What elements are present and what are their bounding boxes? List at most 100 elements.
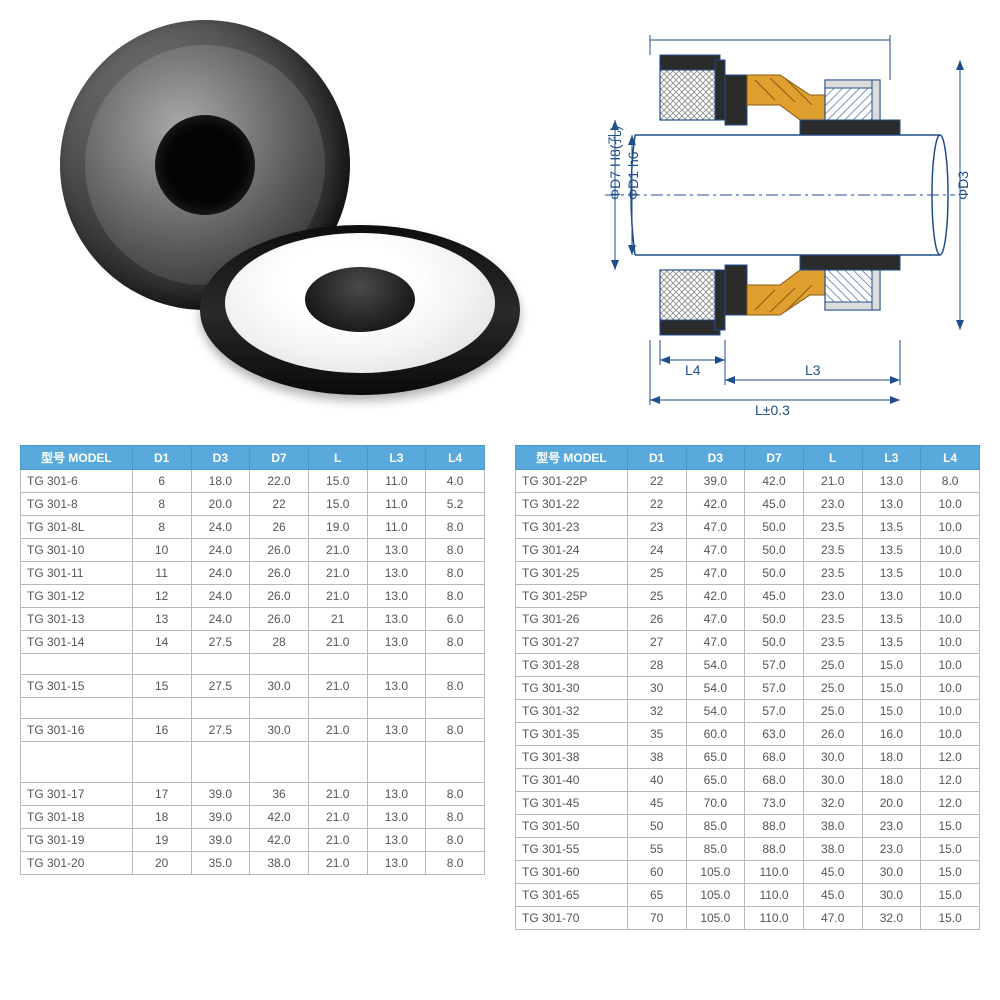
col-header: D7 [745,446,804,470]
data-cell: 15.0 [862,700,921,723]
technical-diagram: ΦD7 H8(孔) ΦD1 h6 ΦD3 L4 [510,10,980,430]
data-cell: 19.0 [308,516,367,539]
data-cell: 23.5 [803,516,862,539]
model-cell: TG 301-55 [516,838,628,861]
gap-cell [426,654,485,675]
gap-cell [21,762,133,783]
data-cell: 8.0 [921,470,980,493]
data-cell: 110.0 [745,907,804,930]
table-row: TG 301-6565105.0110.045.030.015.0 [516,884,980,907]
model-cell: TG 301-14 [21,631,133,654]
data-cell: 30.0 [803,746,862,769]
data-cell: 6 [132,470,191,493]
data-cell: 39.0 [191,829,250,852]
data-cell: 50.0 [745,539,804,562]
data-cell: 27.5 [191,719,250,742]
gap-cell [367,762,426,783]
data-cell: 4.0 [426,470,485,493]
data-cell: 38.0 [803,815,862,838]
data-cell: 26.0 [250,562,309,585]
data-cell: 8.0 [426,852,485,875]
data-cell: 8.0 [426,631,485,654]
data-cell: 54.0 [686,700,745,723]
table-row: TG 301-404065.068.030.018.012.0 [516,769,980,792]
gap-cell [191,698,250,719]
data-cell: 11.0 [367,516,426,539]
data-cell: 57.0 [745,654,804,677]
data-cell: 21.0 [308,852,367,875]
data-cell: 24.0 [191,539,250,562]
spec-table-left: 型号 MODELD1D3D7LL3L4 TG 301-6618.022.015.… [20,445,485,875]
data-cell: 13.0 [367,608,426,631]
data-cell: 23.5 [803,539,862,562]
data-cell: 54.0 [686,654,745,677]
data-cell: 21.0 [308,539,367,562]
col-header: L3 [862,446,921,470]
gap-cell [308,698,367,719]
data-cell: 38.0 [803,838,862,861]
table-row: TG 301-353560.063.026.016.010.0 [516,723,980,746]
data-cell: 65.0 [686,746,745,769]
data-cell: 26.0 [250,539,309,562]
data-cell: 10.0 [921,539,980,562]
model-cell: TG 301-35 [516,723,628,746]
model-cell: TG 301-16 [21,719,133,742]
data-cell: 13.0 [367,719,426,742]
gap-cell [426,762,485,783]
gap-cell [132,742,191,763]
data-cell: 24.0 [191,608,250,631]
gap-cell [367,742,426,763]
data-cell: 13.0 [862,585,921,608]
table-row: TG 301-8L824.02619.011.08.0 [21,516,485,539]
data-cell: 85.0 [686,838,745,861]
data-cell: 23 [627,516,686,539]
data-cell: 21.0 [308,631,367,654]
model-cell: TG 301-65 [516,884,628,907]
gap-cell [426,698,485,719]
gap-cell [308,762,367,783]
data-cell: 110.0 [745,884,804,907]
data-cell: 10.0 [921,654,980,677]
model-cell: TG 301-38 [516,746,628,769]
data-cell: 15.0 [308,493,367,516]
col-header: 型号 MODEL [21,446,133,470]
data-cell: 13.0 [367,852,426,875]
data-cell: 24 [627,539,686,562]
model-cell: TG 301-11 [21,562,133,585]
data-cell: 8.0 [426,829,485,852]
data-cell: 45.0 [803,884,862,907]
data-cell: 40 [627,769,686,792]
table-row: TG 301-505085.088.038.023.015.0 [516,815,980,838]
data-cell: 25.0 [803,700,862,723]
data-cell: 23.5 [803,631,862,654]
data-cell: 55 [627,838,686,861]
data-cell: 10.0 [921,608,980,631]
data-cell: 10.0 [921,700,980,723]
data-cell: 10.0 [921,723,980,746]
model-cell: TG 301-8L [21,516,133,539]
col-header: L4 [921,446,980,470]
data-cell: 25.0 [803,654,862,677]
data-cell: 8.0 [426,806,485,829]
data-cell: 10.0 [921,562,980,585]
col-header: L [803,446,862,470]
data-cell: 42.0 [745,470,804,493]
table-row: TG 301-323254.057.025.015.010.0 [516,700,980,723]
data-cell: 23.5 [803,608,862,631]
data-cell: 23.5 [803,562,862,585]
data-cell: 8.0 [426,539,485,562]
data-cell: 105.0 [686,907,745,930]
data-cell: 13.5 [862,608,921,631]
model-cell: TG 301-25 [516,562,628,585]
table-row: TG 301-6618.022.015.011.04.0 [21,470,485,493]
data-cell: 45.0 [745,585,804,608]
model-cell: TG 301-13 [21,608,133,631]
model-cell: TG 301-45 [516,792,628,815]
data-cell: 110.0 [745,861,804,884]
model-cell: TG 301-20 [21,852,133,875]
data-cell: 13.5 [862,539,921,562]
data-cell: 11 [132,562,191,585]
gap-cell [21,742,133,763]
table-row: TG 301-383865.068.030.018.012.0 [516,746,980,769]
data-cell: 47.0 [686,516,745,539]
